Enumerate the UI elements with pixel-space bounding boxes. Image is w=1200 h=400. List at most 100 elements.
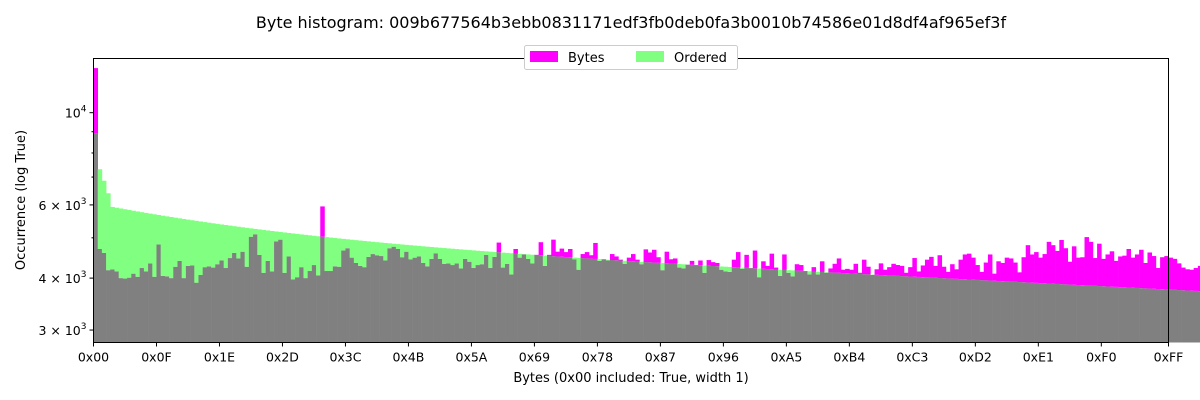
bar-overlap-139 [677,267,682,343]
bar-ordered-103 [526,254,531,259]
bar-ordered-10 [135,211,140,277]
bar-ordered-165 [786,270,791,273]
bar-overlap-28 [211,267,216,343]
bar-ordered-36 [244,227,250,267]
bar-ordered-25 [198,221,203,275]
bar-bytes-210 [975,265,980,280]
bar-bytes-186 [874,269,880,275]
bar-overlap-106 [538,255,544,343]
bar-overlap-17 [164,276,170,343]
bar-ordered-57 [332,238,338,267]
bar-overlap-232 [1067,284,1073,343]
bar-ordered-15 [156,214,161,245]
bar-ordered-82 [437,247,443,259]
bar-overlap-255 [1164,289,1169,343]
bar-ordered-166 [790,270,796,277]
bar-ordered-64 [362,240,367,268]
bar-overlap-109 [551,256,556,343]
bar-overlap-237 [1088,285,1094,343]
bar-ordered-29 [215,223,220,265]
y-axis-ticks: 104 6 × 103 4 × 103 3 × 103 [38,105,94,338]
legend-swatch-bytes [530,51,558,62]
bar-overlap-154 [740,268,745,343]
bar-overlap-196 [916,276,922,343]
bar-overlap-129 [635,261,640,343]
bar-overlap-164 [782,269,787,343]
bar-bytes-157 [752,250,758,269]
bar-overlap-158 [756,277,762,343]
bar-overlap-50 [303,278,308,343]
bar-overlap-199 [929,277,934,343]
bar-ordered-33 [232,226,237,253]
bar-ordered-41 [265,230,271,261]
bar-overlap-85 [450,265,455,343]
bar-overlap-155 [744,267,749,343]
bar-overlap-135 [660,270,665,343]
bar-ordered-43 [274,231,279,242]
bar-bytes-227 [1046,241,1052,284]
bar-ordered-120 [597,259,602,261]
x-tick-label: 0x69 [519,350,550,365]
bar-overlap-175 [828,272,833,343]
bar-overlap-18 [169,278,174,343]
x-tick-label: 0x78 [582,350,613,365]
bar-bytes-112 [563,252,569,258]
bar-overlap-57 [332,266,338,343]
bar-ordered-16 [160,215,166,276]
bar-bytes-153 [735,252,741,268]
bar-ordered-77 [416,245,422,257]
y-axis-label: Occurrence (log True) [14,130,29,270]
bar-ordered-55 [324,237,329,272]
bar-overlap-121 [601,259,607,343]
bar-overlap-32 [227,258,233,343]
bar-ordered-149 [719,266,724,270]
bar-bytes-142 [689,260,695,265]
bar-ordered-46 [286,232,292,257]
bar-ordered-73 [400,244,405,258]
bar-bytes-109 [551,239,556,257]
bar-overlap-87 [458,268,464,343]
bar-ordered-83 [442,248,447,264]
bar-overlap-119 [593,258,598,343]
bar-overlap-63 [358,265,363,343]
bar-overlap-75 [408,259,413,343]
bar-overlap-41 [265,260,271,343]
bar-bytes-175 [828,268,833,273]
bar-overlap-188 [882,275,888,343]
bar-overlap-234 [1076,284,1081,343]
bar-overlap-78 [421,262,426,343]
bar-ordered-1 [97,169,103,249]
bar-overlap-96 [496,252,502,343]
bar-overlap-209 [971,279,976,343]
bar-ordered-91 [475,250,481,266]
bar-overlap-173 [819,271,825,343]
bar-overlap-192 [899,276,905,343]
bar-ordered-53 [316,236,321,276]
bar-overlap-144 [698,265,703,343]
bar-ordered-99 [509,253,514,275]
bar-overlap-202 [941,278,947,343]
bar-ordered-40 [261,229,266,273]
bar-overlap-113 [568,257,573,343]
bar-overlap-83 [442,263,447,343]
bar-overlap-90 [471,268,476,343]
bar-bytes-138 [672,258,678,264]
bar-bytes-248 [1134,254,1140,288]
bar-bytes-197 [920,265,926,278]
bar-ordered-56 [328,237,334,272]
bar-overlap-181 [853,273,859,343]
bar-bytes-136 [664,251,670,264]
bar-ordered-87 [458,249,464,269]
x-tick-label: 0x2D [266,350,299,365]
bar-overlap-25 [198,274,203,343]
bar-overlap-99 [509,274,514,343]
bar-overlap-79 [425,266,430,343]
bar-overlap-131 [643,262,649,343]
bar-bytes-137 [668,259,674,264]
bar-overlap-194 [908,276,913,343]
x-tick-label: 0x3C [329,350,361,365]
bar-overlap-163 [777,275,783,343]
bar-overlap-73 [400,257,405,343]
bar-bytes-258 [1176,263,1182,291]
bar-bytes-128 [631,254,636,262]
